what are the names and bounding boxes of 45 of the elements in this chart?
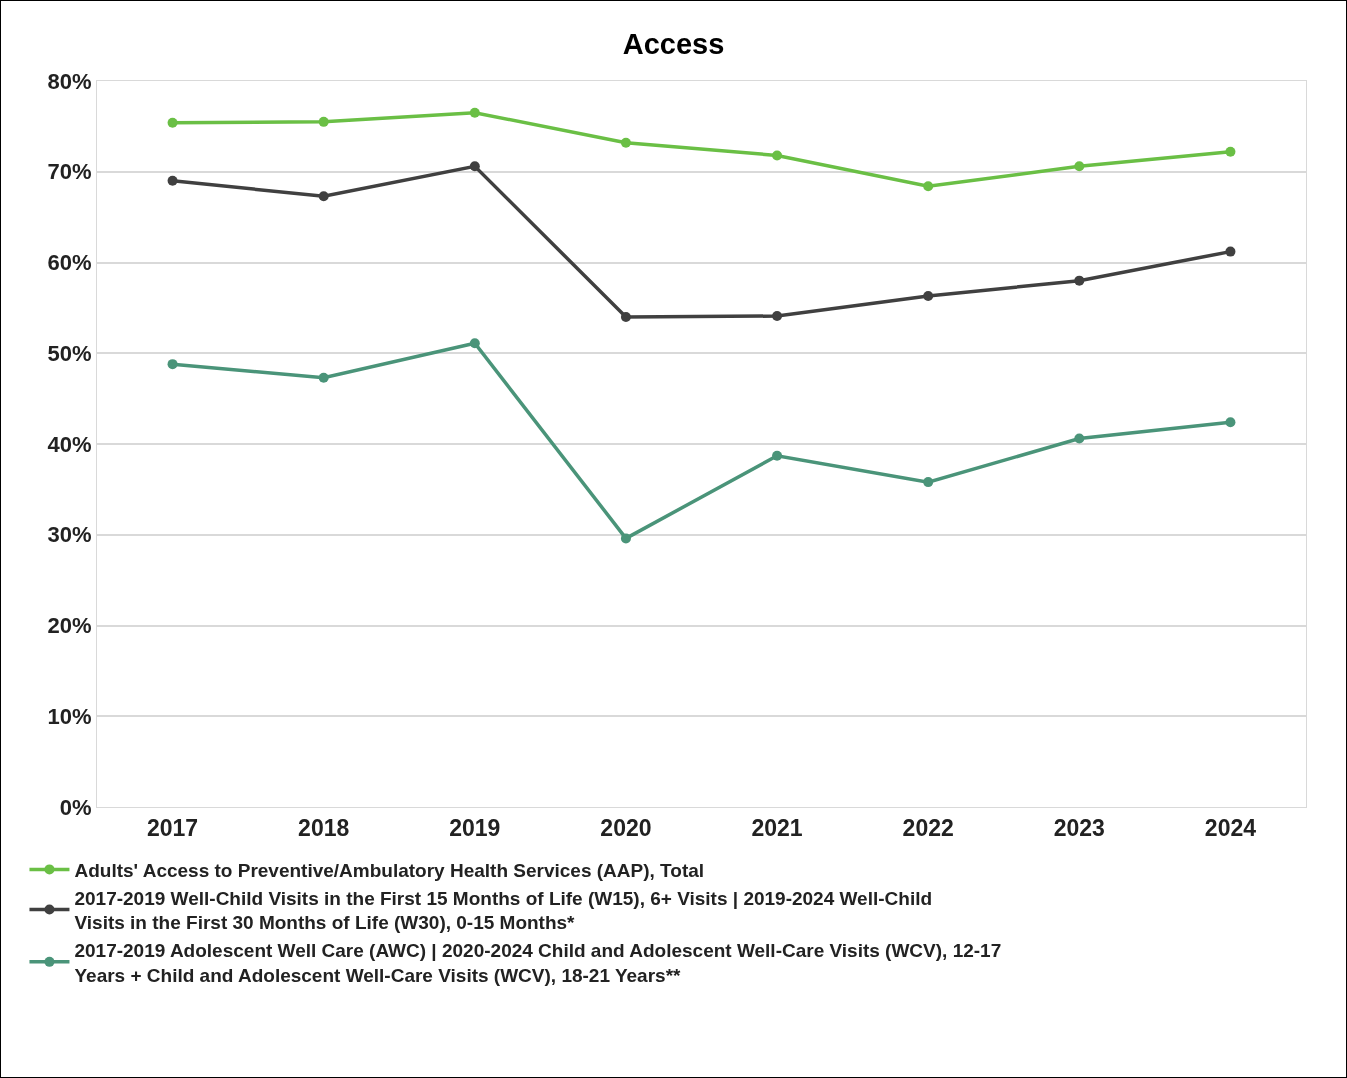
point	[620, 311, 631, 322]
point	[923, 291, 934, 302]
point	[1074, 161, 1085, 172]
x-tick-label: 2021	[751, 814, 803, 841]
x-tick-label: 2022	[902, 814, 954, 841]
point	[1225, 146, 1236, 157]
x-tick-label: 2019	[449, 814, 501, 841]
point	[318, 191, 329, 202]
point	[1074, 433, 1085, 444]
point	[469, 338, 480, 349]
y-tick-label: 40%	[47, 431, 92, 457]
point	[923, 181, 934, 192]
y-tick-label: 80%	[47, 68, 92, 94]
point	[620, 533, 631, 544]
y-tick-label: 30%	[47, 522, 92, 548]
point	[469, 161, 480, 172]
point	[1225, 246, 1236, 257]
point	[923, 477, 934, 488]
y-tick-label: 70%	[47, 159, 92, 185]
x-tick-label: 2020	[600, 814, 652, 841]
point	[167, 175, 178, 186]
point	[318, 372, 329, 383]
y-tick-label: 50%	[47, 340, 92, 366]
legend-label: Adults' Access to Preventive/Ambulatory Health Services (AAP), Total	[74, 859, 705, 881]
x-tick-label: 2024	[1204, 814, 1257, 841]
x-tick-label: 2023	[1053, 814, 1105, 841]
legend-label: 2017-2019 Well-Child Visits in the First 15 Months of Life (W15), 6+ Visits | 2019-2024 Well-Child Visits in the First 30 Months of Life (W30), 0-15 Months*	[74, 887, 933, 934]
legend-label: 2017-2019 Adolescent Well Care (AWC) | 2020-2024 Child and Adolescent Well-Care Visits (WCV), 12-17 Years + Child and Adolescent Well-Care Visits (WCV), 18-21 Years**	[74, 939, 1002, 986]
point	[772, 311, 783, 322]
point	[772, 150, 783, 161]
point	[167, 117, 178, 128]
y-tick-label: 20%	[47, 613, 92, 639]
point	[318, 116, 329, 127]
x-tick-label: 2018	[298, 814, 350, 841]
y-tick-label: 10%	[47, 703, 92, 729]
chart-title: Access	[622, 27, 725, 60]
y-tick-label: 0%	[59, 794, 92, 820]
point	[620, 137, 631, 148]
point	[167, 359, 178, 370]
y-tick-label: 60%	[47, 250, 92, 276]
x-tick-label: 2017	[146, 814, 199, 841]
point	[1074, 275, 1085, 286]
point	[772, 450, 783, 461]
point	[1225, 417, 1236, 428]
point	[469, 107, 480, 118]
